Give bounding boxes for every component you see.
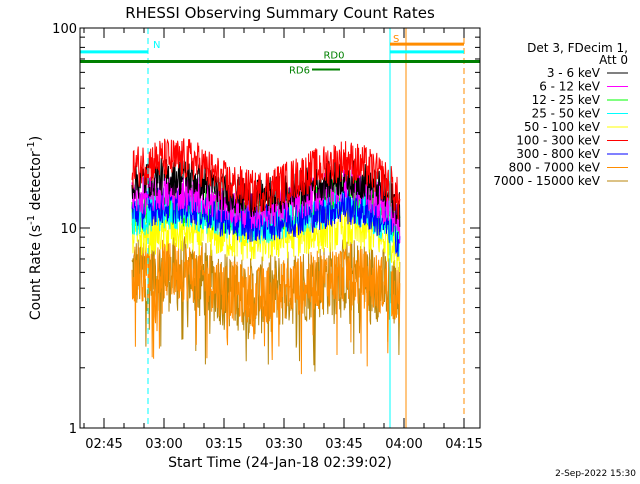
x-tick-label: 04:00 [385,437,422,452]
chart-title: RHESSI Observing Summary Count Rates [125,4,435,22]
legend-label: 25 - 50 keV [532,107,601,121]
x-axis-label: Start Time (24-Jan-18 02:39:02) [168,455,392,471]
rd0-label: RD0 [323,50,344,61]
series-line-4 [131,207,401,273]
x-tick-label: 03:45 [325,437,362,452]
x-tick-label: 03:00 [145,437,182,452]
x-tick-label: 03:15 [205,437,242,452]
y-tick-label: 100 [52,22,77,37]
legend-label: 50 - 100 keV [524,120,601,134]
y-axis-label-end: ) [28,136,44,141]
series-layer [131,138,401,375]
saa-label: N [153,40,160,51]
series-line-6 [131,186,401,257]
y-axis-label-sup2: -1 [26,141,37,151]
legend-label: 12 - 25 keV [532,93,601,107]
legend-label: 6 - 12 keV [539,80,601,94]
y-axis-label: Count Rate (s-1 detector-1) [26,136,44,320]
legend-header-line2: Att 0 [599,53,628,67]
y-axis-label-sup1: -1 [26,215,37,225]
y-axis-label-main: Count Rate (s [28,225,44,320]
legend-label: 7000 - 15000 keV [493,174,600,188]
legend-header-line1: Det 3, FDecim 1, [527,41,628,55]
date-stamp: 2-Sep-2022 15:30 [555,469,636,479]
y-axis-label-mid: detector [28,151,44,215]
series-line-5 [131,138,401,220]
legend-label: 800 - 7000 keV [509,161,601,175]
series-line-7 [131,240,401,375]
annotation-layer: N S RD0 RD6 [80,28,480,428]
tick-layer: 1 10 100 02:45 03:00 03:15 03:30 03:45 04:00 04:1… [52,22,483,452]
legend-label: 3 - 6 keV [547,66,601,80]
s-label: S [393,34,399,45]
y-tick-label: 10 [60,222,77,237]
legend-label: 300 - 800 keV [516,147,600,161]
legend-label: 100 - 300 keV [516,134,600,148]
y-tick-label: 1 [69,422,77,437]
x-tick-label: 02:45 [85,437,122,452]
x-tick-label: 03:30 [265,437,302,452]
series-line-8 [131,233,401,372]
x-tick-label: 04:15 [445,437,482,452]
rd6-label: RD6 [289,66,310,77]
